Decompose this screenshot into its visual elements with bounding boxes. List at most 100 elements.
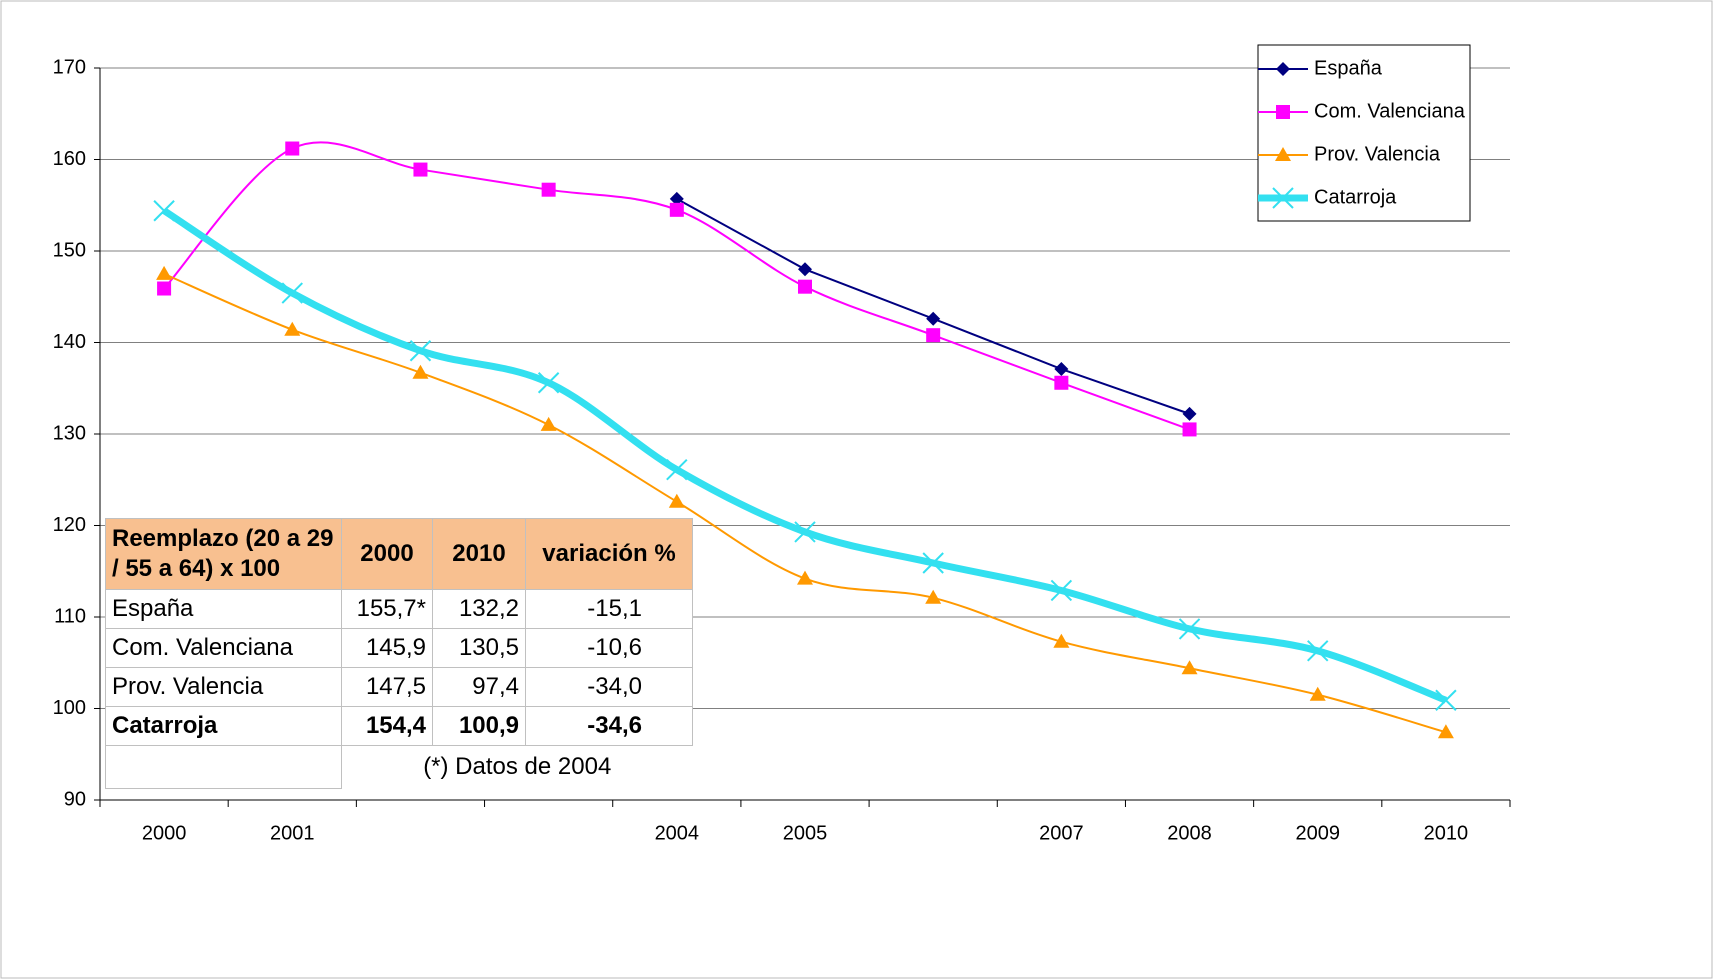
marker <box>409 340 432 362</box>
marker <box>798 279 812 294</box>
marker <box>668 493 685 508</box>
table-cell: España <box>105 589 342 629</box>
marker <box>1435 689 1457 711</box>
marker <box>669 202 684 217</box>
legend-box <box>1257 44 1471 222</box>
y-tick-label: 100 <box>53 697 86 719</box>
table-cell: 147,5 <box>341 667 433 707</box>
marker <box>1276 62 1290 76</box>
x-tick-label: 2001 <box>270 822 315 844</box>
header-cell: Reemplazo (20 a 29 / 55 a 64) x 100 <box>105 518 342 590</box>
table-cell: -10,6 <box>525 628 693 668</box>
marker <box>1178 618 1201 640</box>
table-cell: 130,5 <box>432 628 526 668</box>
legend-label: Prov. Valencia <box>1314 143 1441 165</box>
marker <box>1054 375 1069 390</box>
y-tick-label: 140 <box>53 331 86 353</box>
table-row: (*) Datos de 2004 <box>105 745 693 789</box>
x-tick-label: 2000 <box>142 822 187 844</box>
marker <box>1050 579 1073 602</box>
x-tick-label: 2008 <box>1167 822 1212 844</box>
marker <box>1272 187 1294 209</box>
y-tick-label: 130 <box>53 422 86 444</box>
marker <box>281 282 303 304</box>
header-cell: variación % <box>525 518 693 590</box>
table-cell: 145,9 <box>341 628 433 668</box>
footnote: (*) Datos de 2004 <box>423 753 612 780</box>
table-cell: Com. Valenciana <box>105 628 342 668</box>
x-tick-label: 2007 <box>1039 822 1084 844</box>
table-cell: 155,7* <box>341 589 433 629</box>
table-cell: 100,9 <box>432 706 526 746</box>
marker <box>925 589 942 604</box>
y-tick-label: 170 <box>53 56 86 78</box>
table-cell: -34,6 <box>525 706 693 746</box>
series <box>157 141 1197 437</box>
marker <box>412 364 429 379</box>
x-tick-label: 2010 <box>1424 822 1469 844</box>
series <box>153 200 1457 711</box>
legend-label: España <box>1314 57 1383 79</box>
x-tick-label: 2009 <box>1295 822 1340 844</box>
table-header: Reemplazo (20 a 29 / 55 a 64) x 100 2000… <box>105 518 693 590</box>
y-tick-label: 120 <box>53 514 86 536</box>
legend-label: Com. Valenciana <box>1314 100 1466 122</box>
marker <box>285 141 300 156</box>
marker <box>926 328 941 343</box>
marker <box>1053 633 1070 648</box>
marker <box>1054 362 1069 377</box>
marker <box>1276 105 1290 119</box>
series <box>156 265 1454 739</box>
table-cell: Catarroja <box>105 706 342 746</box>
marker <box>794 521 816 543</box>
y-tick-label: 160 <box>53 148 86 170</box>
marker <box>1307 640 1329 662</box>
header-cell: 2010 <box>432 518 526 590</box>
table-cell <box>105 745 342 789</box>
table-cell: 132,2 <box>432 589 526 629</box>
x-tick-label: 2004 <box>655 822 700 844</box>
marker <box>1437 724 1454 739</box>
marker <box>797 570 813 585</box>
marker <box>1309 686 1326 701</box>
table-cell: 154,4 <box>341 706 433 746</box>
series <box>669 191 1197 421</box>
marker <box>157 281 172 296</box>
y-tick-label: 110 <box>54 605 86 627</box>
marker <box>1182 406 1197 421</box>
table-row: Com. Valenciana 145,9 130,5 -10,6 <box>105 628 693 668</box>
marker <box>156 265 173 280</box>
y-tick-label: 150 <box>53 239 86 261</box>
marker <box>284 321 301 336</box>
marker <box>926 311 941 326</box>
table-cell: Prov. Valencia <box>105 667 342 707</box>
marker <box>666 458 688 481</box>
line <box>676 197 1190 415</box>
x-tick-label: 2005 <box>783 822 828 844</box>
data-table: Reemplazo (20 a 29 / 55 a 64) x 100 2000… <box>105 518 693 789</box>
table-row: Catarroja 154,4 100,9 -34,6 <box>105 706 693 746</box>
table-cell: -15,1 <box>525 589 693 629</box>
table-cell: 97,4 <box>432 667 526 707</box>
marker <box>537 372 560 394</box>
table-row: España 155,7* 132,2 -15,1 <box>105 589 693 629</box>
marker <box>669 191 684 206</box>
marker <box>798 262 812 277</box>
marker <box>922 552 944 574</box>
marker <box>1275 147 1291 161</box>
table-row: Prov. Valencia 147,5 97,4 -34,0 <box>105 667 693 707</box>
legend-label: Catarroja <box>1314 186 1397 208</box>
marker <box>540 416 557 431</box>
y-tick-label: 90 <box>64 788 86 810</box>
marker <box>541 182 556 197</box>
table-cell: -34,0 <box>525 667 693 707</box>
marker <box>413 162 428 177</box>
marker <box>1181 660 1198 675</box>
header-cell: 2000 <box>341 518 433 590</box>
marker <box>1182 422 1197 437</box>
line <box>163 141 1190 431</box>
marker <box>153 200 175 222</box>
